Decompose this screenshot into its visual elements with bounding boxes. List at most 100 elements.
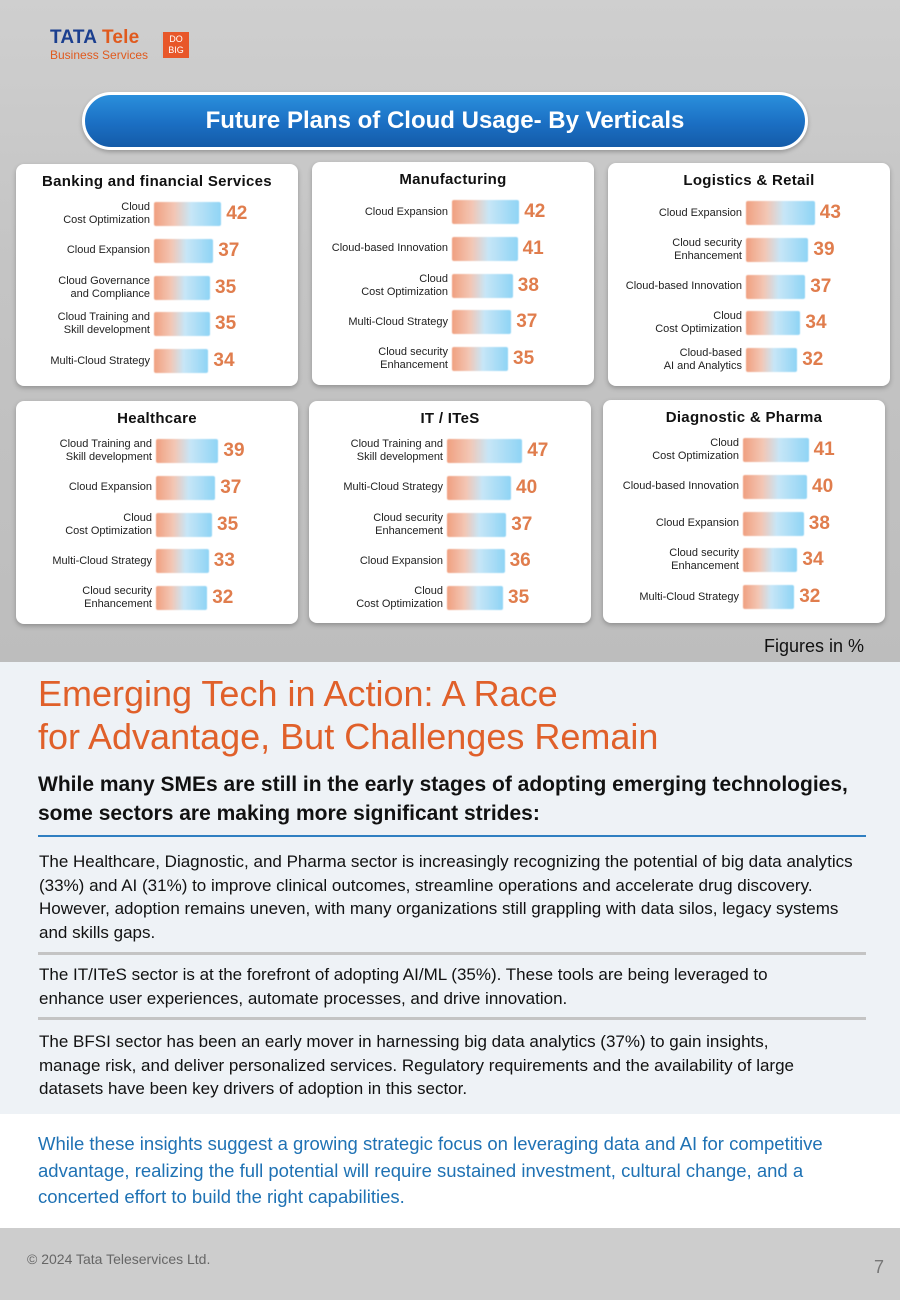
divider — [38, 952, 866, 955]
bar — [743, 474, 807, 499]
category-label: Cloud security Enhancement — [672, 236, 742, 262]
bar — [154, 312, 210, 337]
data-label: 35 — [215, 313, 237, 335]
data-label: 34 — [213, 350, 235, 372]
data-label: 34 — [802, 549, 824, 571]
data-label: 37 — [810, 275, 832, 297]
chart-title: Banking and financial Services — [42, 173, 272, 190]
bar — [743, 548, 798, 573]
footer — [0, 1228, 900, 1300]
category-label: Cloud Governance and Compliance — [58, 274, 150, 300]
bar — [156, 512, 212, 537]
bar — [156, 549, 209, 574]
category-label: Cloud Cost Optimization — [356, 585, 443, 611]
data-label: 42 — [524, 201, 546, 222]
category-label: Cloud Expansion — [68, 481, 152, 494]
bar — [154, 349, 209, 374]
category-label: Cloud Cost Optimization — [652, 437, 739, 462]
tata-tele-logo: TATA Tele Business Services DO BIG — [50, 27, 189, 64]
bar — [447, 512, 507, 537]
data-label: 32 — [802, 349, 824, 371]
data-label: 35 — [508, 587, 530, 609]
data-label: 33 — [213, 550, 235, 572]
data-label: 39 — [813, 238, 835, 260]
bar — [447, 439, 523, 463]
category-label: Cloud Cost Optimization — [65, 511, 152, 537]
bar — [452, 236, 518, 261]
bar — [743, 511, 804, 536]
data-label: 32 — [799, 586, 821, 608]
data-label: 42 — [226, 203, 248, 224]
data-label: 34 — [805, 312, 827, 334]
chart-title: Healthcare — [117, 410, 197, 427]
category-label: Cloud Cost Optimization — [655, 310, 742, 336]
bar — [156, 439, 219, 463]
category-label: Multi-Cloud Strategy — [343, 481, 443, 494]
bar — [447, 586, 503, 611]
bar — [156, 475, 216, 500]
category-label: Multi-Cloud Strategy — [50, 354, 150, 367]
logo-subtitle: Business Services — [50, 48, 149, 62]
article-heading: Emerging Tech in Action: A Race for Adva… — [38, 673, 659, 757]
category-label: Cloud security Enhancement — [669, 547, 739, 573]
data-label: 41 — [813, 439, 835, 460]
category-label: Cloud-based Innovation — [331, 242, 448, 255]
category-label: Cloud Training and Skill development — [350, 438, 443, 463]
data-label: 35 — [217, 513, 239, 535]
bar — [746, 237, 809, 262]
bar — [452, 310, 512, 335]
data-label: 38 — [517, 274, 539, 296]
category-label: Cloud Expansion — [658, 206, 742, 219]
category-label: Cloud security Enhancement — [82, 585, 152, 611]
bar — [447, 549, 505, 574]
page-number: 7 — [873, 1257, 884, 1277]
article-subheading: While many SMEs are still in the early s… — [38, 773, 848, 825]
category-label: Cloud Expansion — [364, 205, 448, 218]
divider — [38, 1017, 866, 1020]
data-label: 37 — [218, 239, 240, 261]
category-label: Cloud Expansion — [66, 244, 150, 257]
paragraph-it-ites: The IT/ITeS sector is at the forefront o… — [39, 965, 768, 1008]
chart-card: Banking and financial Services Cloud Cost… — [16, 164, 298, 386]
bar — [746, 311, 801, 336]
copyright-text: © 2024 Tata Teleservices Ltd. — [27, 1251, 211, 1267]
data-label: 37 — [511, 513, 533, 535]
data-label: 40 — [812, 475, 834, 497]
data-label: 40 — [516, 476, 538, 498]
bar — [452, 200, 520, 224]
data-label: 47 — [527, 440, 549, 461]
logo-tele: Tele — [102, 27, 140, 48]
divider — [38, 835, 866, 837]
chart-title: Manufacturing — [399, 171, 507, 188]
data-label: 35 — [513, 348, 535, 370]
bar — [156, 586, 208, 611]
chart-card: Healthcare Cloud Training and Skill devel… — [16, 401, 298, 624]
closing-statement: While these insights suggest a growing s… — [38, 1133, 823, 1207]
article-section — [0, 662, 900, 1114]
bar — [154, 238, 214, 263]
data-label: 37 — [220, 476, 242, 498]
bar — [743, 585, 795, 610]
bar — [746, 348, 798, 373]
logo-badge: DO BIG — [161, 32, 189, 58]
bar — [743, 438, 809, 462]
data-label: 39 — [223, 440, 245, 461]
category-label: Cloud Expansion — [359, 554, 443, 567]
bar — [746, 274, 806, 299]
logo-brand: TATA — [50, 27, 97, 48]
chart-card: IT / ITeS Cloud Training and Skill develo… — [309, 401, 591, 623]
bar — [452, 273, 513, 298]
data-label: 36 — [509, 550, 531, 572]
data-label: 32 — [212, 587, 234, 609]
paragraph-healthcare: The Healthcare, Diagnostic, and Pharma s… — [39, 852, 853, 942]
category-label: Cloud security Enhancement — [373, 511, 443, 537]
bar — [154, 275, 210, 300]
data-label: 38 — [808, 512, 830, 534]
bar — [452, 347, 508, 372]
category-label: Cloud-based Innovation — [622, 480, 739, 493]
chart-card: Diagnostic & Pharma Cloud Cost Optimizati… — [603, 400, 885, 623]
category-label: Cloud Cost Optimization — [63, 201, 150, 226]
category-label: Cloud Training and Skill development — [57, 311, 150, 337]
data-label: 37 — [516, 311, 538, 333]
category-label: Cloud Training and Skill development — [59, 438, 152, 463]
